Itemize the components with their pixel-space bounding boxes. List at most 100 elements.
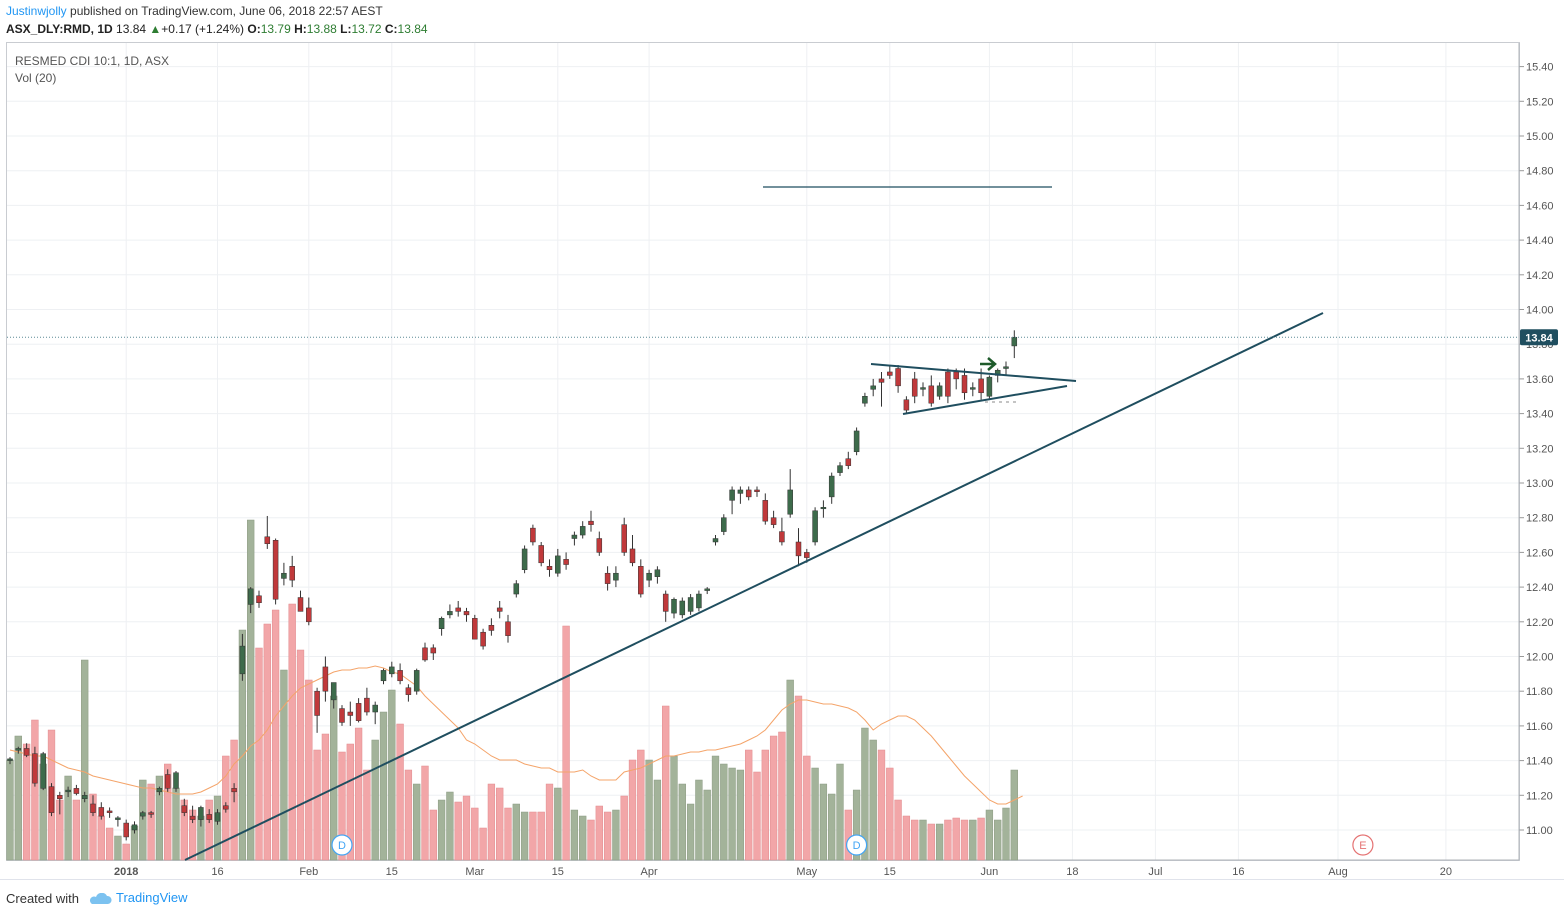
volume-bar: [985, 809, 994, 861]
dividend-event-marker[interactable]: [331, 834, 353, 856]
volume-bar: [670, 755, 678, 861]
candle-body: [430, 647, 437, 654]
candle-body: [223, 805, 229, 810]
volume-bar: [852, 789, 861, 861]
tradingview-cloud-icon: [90, 892, 112, 904]
candle-body: [239, 645, 246, 675]
candle-body: [903, 399, 910, 411]
candle-body: [32, 753, 38, 784]
candle-body: [106, 810, 113, 813]
triangle-upper-line: [870, 363, 1077, 382]
symbol-label: ASX_DLY:RMD, 1D: [6, 22, 113, 36]
event-marker-label: E: [1359, 840, 1366, 852]
x-tick-label: 15: [884, 866, 896, 878]
volume-bar: [22, 743, 31, 861]
y-tick-label: 11.80: [1526, 686, 1553, 698]
volume-bar: [213, 795, 222, 861]
symbol-quote: ASX_DLY:RMD, 1D 13.84 ▲+0.17 (+1.24%) O:…: [6, 22, 428, 36]
candle-body: [173, 772, 179, 789]
volume-bar: [14, 735, 22, 861]
volume-bar: [462, 795, 471, 861]
y-tick-label: 13.20: [1526, 443, 1554, 455]
candle-body: [505, 621, 511, 636]
volume-bar: [437, 799, 446, 861]
volume-bar: [612, 809, 620, 861]
candle-body: [364, 697, 370, 713]
candle-body: [754, 489, 760, 492]
y-tick-label: 13.00: [1526, 478, 1554, 490]
candle-body: [181, 805, 188, 813]
volume-bar: [379, 711, 388, 861]
candle-body: [389, 666, 395, 675]
volume-bar: [794, 695, 803, 861]
candle-body: [189, 815, 196, 820]
candle-body: [986, 376, 993, 397]
candle-body: [563, 559, 569, 565]
x-tick-label: Jun: [981, 866, 999, 878]
volume-bar: [296, 649, 305, 861]
candle-body: [48, 786, 55, 813]
tradingview-brand-link[interactable]: TradingView: [88, 890, 188, 905]
candle-body: [447, 611, 453, 616]
volume-bar: [172, 787, 180, 861]
volume-bar: [927, 823, 935, 861]
volume-bar: [147, 783, 155, 861]
candle-body: [98, 807, 105, 817]
triangle-lower-line: [902, 385, 1068, 415]
volume-bar: [471, 807, 479, 861]
volume-bar: [155, 775, 164, 861]
candle-body: [330, 682, 337, 701]
x-tick-label: 15: [552, 866, 564, 878]
volume-bar: [504, 807, 512, 861]
candle-body: [538, 545, 544, 564]
candle-body: [140, 812, 146, 817]
volume-bar: [711, 755, 720, 861]
volume-indicator-label[interactable]: Vol (20): [15, 71, 57, 85]
candle-body: [372, 704, 378, 713]
candle-body: [530, 527, 536, 543]
y-tick-label: 12.00: [1526, 652, 1554, 664]
volume-bar: [1010, 769, 1018, 861]
volume-bar: [479, 827, 487, 861]
candle-body: [322, 666, 329, 692]
candle-body: [57, 795, 63, 800]
candle-body: [15, 748, 22, 751]
volume-bar: [354, 727, 363, 861]
volume-bar: [263, 623, 271, 861]
candle-body: [40, 753, 46, 789]
candle-body: [762, 500, 769, 522]
y-tick-label: 12.60: [1526, 547, 1554, 559]
candle-body: [970, 387, 976, 390]
volume-bar: [164, 763, 172, 861]
low-label: L:: [340, 22, 352, 36]
volume-bar: [404, 769, 413, 861]
earnings-event-marker[interactable]: [1352, 834, 1374, 856]
volume-bar: [570, 809, 579, 861]
volume-bar: [753, 771, 761, 861]
volume-bar: [902, 815, 911, 861]
y-tick-label: 12.40: [1526, 582, 1554, 594]
dividend-event-marker[interactable]: [845, 834, 868, 856]
candle-body: [978, 378, 984, 394]
candle-body: [928, 385, 935, 404]
support-trendline: [184, 312, 1324, 861]
instrument-title: RESMED CDI 10:1, 1D, ASX: [15, 54, 170, 68]
open-value: 13.79: [260, 22, 291, 36]
y-tick-label: 11.60: [1526, 721, 1553, 733]
candle-body: [214, 812, 221, 822]
author-link[interactable]: Justinwjolly: [6, 4, 67, 18]
x-tick-label: Aug: [1328, 866, 1348, 878]
candle-body: [513, 583, 520, 595]
candle-body: [555, 555, 561, 574]
publish-header: Justinwjolly published on TradingView.co…: [6, 4, 383, 18]
candle-body: [256, 595, 262, 603]
candle-body: [413, 670, 420, 692]
volume-bar: [529, 811, 537, 861]
open-label: O:: [247, 22, 261, 36]
candle-body: [289, 566, 295, 581]
y-tick-label: 14.00: [1526, 305, 1554, 317]
volume-bar: [520, 811, 529, 861]
candle-body: [870, 385, 876, 390]
candle-body: [247, 588, 254, 605]
